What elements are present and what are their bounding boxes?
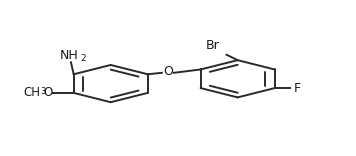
Text: 3: 3 [41,87,46,96]
Text: 2: 2 [80,54,86,63]
Text: O: O [43,86,53,99]
Text: Br: Br [206,39,220,52]
Text: F: F [294,82,301,95]
Text: CH: CH [23,86,41,99]
Text: NH: NH [60,49,79,62]
Text: O: O [163,65,173,78]
